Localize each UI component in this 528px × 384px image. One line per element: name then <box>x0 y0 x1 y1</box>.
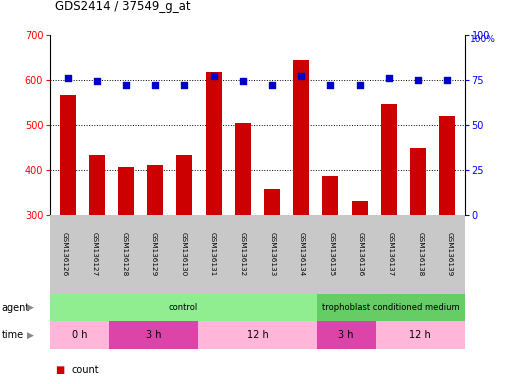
Text: agent: agent <box>2 303 30 313</box>
Text: GSM136138: GSM136138 <box>417 232 423 276</box>
Text: GSM136135: GSM136135 <box>328 232 334 276</box>
Text: 12 h: 12 h <box>409 330 431 340</box>
Text: 3 h: 3 h <box>146 330 162 340</box>
Text: 3 h: 3 h <box>338 330 354 340</box>
Text: GSM136130: GSM136130 <box>181 232 186 276</box>
Bar <box>89 156 105 215</box>
Text: trophoblast conditioned medium: trophoblast conditioned medium <box>322 303 459 312</box>
Point <box>180 82 188 88</box>
Text: ▶: ▶ <box>27 303 34 312</box>
Text: GSM136134: GSM136134 <box>299 232 305 276</box>
Bar <box>176 156 192 215</box>
Bar <box>352 200 367 215</box>
Bar <box>205 72 222 215</box>
Text: GSM136132: GSM136132 <box>240 232 246 276</box>
Text: GSM136128: GSM136128 <box>121 232 127 276</box>
Text: GSM136131: GSM136131 <box>210 232 216 276</box>
Point <box>355 82 364 88</box>
Text: GSM136126: GSM136126 <box>62 232 68 276</box>
Text: 100%: 100% <box>470 35 496 43</box>
Bar <box>410 148 426 215</box>
Point <box>239 78 247 84</box>
Text: GSM136127: GSM136127 <box>91 232 98 276</box>
Point <box>210 73 218 79</box>
Text: GSM136139: GSM136139 <box>447 232 453 276</box>
Bar <box>439 116 455 215</box>
Bar <box>323 176 338 215</box>
Text: count: count <box>71 365 99 375</box>
Bar <box>381 104 397 215</box>
Bar <box>60 96 76 215</box>
Bar <box>118 167 134 215</box>
Text: 0 h: 0 h <box>72 330 88 340</box>
Text: GSM136133: GSM136133 <box>269 232 275 276</box>
Point <box>326 82 335 88</box>
Point <box>122 82 130 88</box>
Text: GSM136136: GSM136136 <box>358 232 364 276</box>
Text: ▶: ▶ <box>27 331 34 340</box>
Point <box>151 82 159 88</box>
Text: 12 h: 12 h <box>247 330 268 340</box>
Point <box>92 78 101 84</box>
Text: GSM136129: GSM136129 <box>151 232 157 276</box>
Point <box>297 73 305 79</box>
Bar <box>293 60 309 215</box>
Text: control: control <box>169 303 198 312</box>
Point <box>414 77 422 83</box>
Point <box>384 75 393 81</box>
Bar <box>147 164 163 215</box>
Point <box>443 77 451 83</box>
Bar <box>235 122 251 215</box>
Text: time: time <box>2 330 24 340</box>
Bar <box>264 189 280 215</box>
Point <box>63 75 72 81</box>
Point <box>268 82 276 88</box>
Text: ■: ■ <box>55 365 65 375</box>
Text: GDS2414 / 37549_g_at: GDS2414 / 37549_g_at <box>55 0 191 13</box>
Text: GSM136137: GSM136137 <box>388 232 394 276</box>
